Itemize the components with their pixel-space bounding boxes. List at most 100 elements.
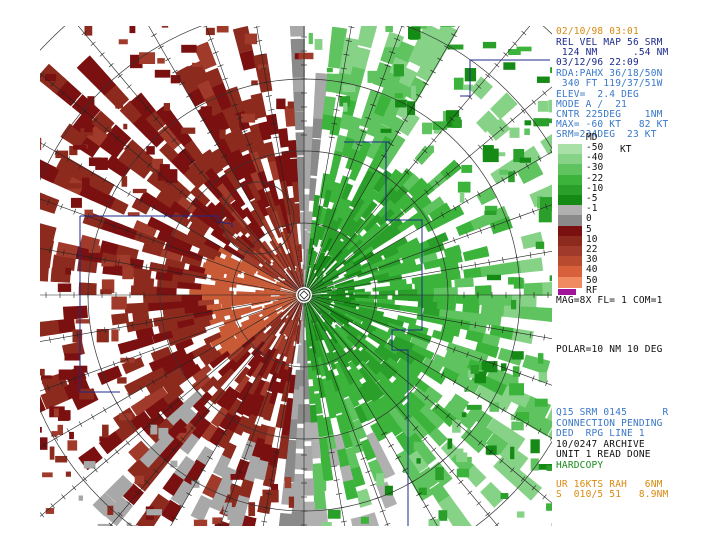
velocity-wedge [156,230,178,246]
velocity-wedge [278,292,297,295]
velocity-wedge [349,295,375,299]
radial-tick [171,447,177,452]
hardcopy-button[interactable]: HARDCOPY [556,460,604,471]
velocity-block [314,39,323,50]
velocity-wedge [368,295,388,300]
velocity-wedge [408,295,434,303]
velocity-block [474,371,487,384]
velocity-wedge [425,367,447,385]
velocity-wedge [242,207,258,226]
legend-label: 50 [586,274,598,286]
velocity-wedge [280,258,292,274]
radial-tick [126,356,129,363]
velocity-wedge [419,466,440,489]
radial-tick [453,346,456,353]
velocity-wedge [151,330,174,344]
velocity-wedge [364,89,382,112]
velocity-wedge [167,325,191,339]
velocity-block [240,113,256,123]
velocity-wedge [264,300,283,308]
velocity-wedge [242,153,258,175]
velocity-wedge [111,312,130,326]
legend-label: 30 [586,254,598,266]
velocity-wedge [55,154,83,179]
velocity-wedge [267,179,281,206]
radial-tick [537,156,542,162]
velocity-wedge [309,220,317,239]
velocity-wedge [352,250,375,267]
radial-tick [336,493,343,495]
velocity-wedge [217,267,239,278]
velocity-wedge [170,228,196,246]
velocity-wedge [432,279,452,289]
velocity-wedge [440,26,443,27]
velocity-wedge [293,369,301,396]
radial-tick [379,77,386,81]
velocity-wedge [323,267,343,283]
velocity-block [107,505,114,515]
radial-line [219,302,302,526]
radial-tick [465,9,470,12]
velocity-wedge [190,494,213,522]
radial-tick [21,395,23,401]
velocity-block [55,150,69,159]
velocity-wedge [381,71,403,99]
velocity-wedge [240,234,256,249]
velocity-wedge [316,340,327,366]
velocity-wedge [333,306,350,316]
radial-tick [168,180,173,186]
radial-line [40,299,299,517]
legend-label: 10 [586,233,598,245]
velocity-block [21,428,35,440]
radial-tick [431,447,437,452]
velocity-wedge [406,328,432,344]
radial-tick [545,203,548,210]
radial-tick [466,351,469,358]
radial-tick [86,370,90,377]
velocity-wedge [147,216,175,236]
radial-tick [214,443,220,448]
velocity-block [402,528,415,530]
velocity-wedge [547,428,552,440]
velocity-block [57,424,64,435]
velocity-wedge [231,148,248,170]
radial-tick [199,12,205,14]
velocity-wedge [270,314,284,328]
legend-label: -50 [586,142,604,153]
velocity-wedge [352,46,371,70]
velocity-wedge [162,372,188,394]
radial-tick [131,261,134,268]
velocity-wedge [365,360,382,377]
velocity-wedge [517,160,544,185]
velocity-wedge [444,350,471,369]
velocity-wedge [380,360,400,378]
velocity-wedge [165,294,182,303]
velocity-block [549,275,552,282]
velocity-wedge [135,326,155,340]
velocity-wedge [359,105,376,129]
velocity-wedge [261,361,274,380]
velocity-block [163,103,171,111]
radial-tick [374,90,381,94]
radial-tick [488,259,490,266]
velocity-wedge [127,458,149,480]
velocity-wedge [76,55,104,83]
velocity-wedge [180,294,203,302]
velocity-wedge [283,319,293,336]
radial-tick [8,240,9,246]
velocity-wedge [104,496,134,526]
velocity-wedge [464,464,487,488]
velocity-block [536,464,552,470]
radial-tick [104,327,106,334]
velocity-wedge [258,333,275,353]
radial-tick [456,422,461,428]
radar-velocity-display [8,9,552,530]
velocity-block [212,517,223,525]
radial-tick [115,184,119,190]
velocity-block [385,47,401,57]
velocity-wedge [225,338,247,357]
radial-tick [440,212,445,218]
radial-line [205,26,302,288]
velocity-wedge [278,242,292,267]
velocity-wedge [241,440,256,461]
